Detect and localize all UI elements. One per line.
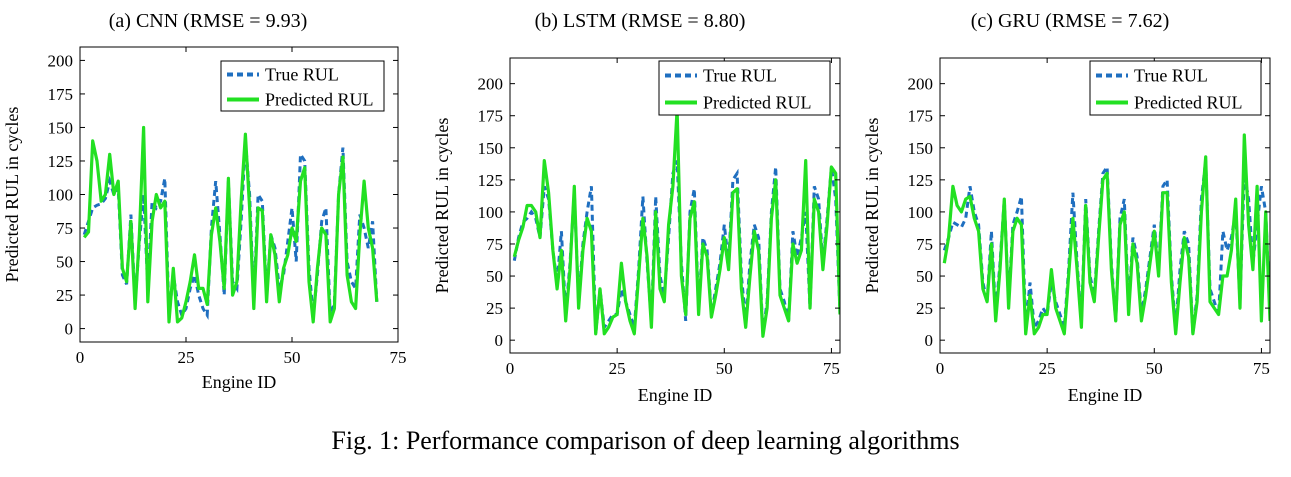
legend: True RUL Predicted RUL	[658, 60, 831, 116]
y-tick-label: 50	[916, 267, 933, 286]
legend-predicted-label: Predicted RUL	[703, 93, 811, 113]
legend-box	[220, 60, 385, 112]
x-tick-label: 25	[1039, 359, 1056, 378]
x-tick-label: 0	[506, 359, 515, 378]
y-tick-label: 125	[48, 152, 74, 171]
figure-caption: Fig. 1: Performance comparison of deep l…	[331, 426, 960, 455]
y-tick-label: 200	[478, 75, 504, 94]
y-axis-label: Predicted RUL in cycles	[2, 107, 22, 283]
y-tick-label: 50	[56, 253, 73, 272]
x-tick-label: 0	[936, 359, 945, 378]
legend: True RUL Predicted RUL	[1089, 60, 1262, 116]
x-tick-label: 0	[76, 348, 85, 367]
chart-title: (a) CNN (RMSE = 9.93)	[109, 10, 308, 32]
plot-frame	[939, 57, 1271, 354]
y-tick-label: 200	[908, 75, 934, 94]
chart-panel-1: (a) CNN (RMSE = 9.93) 0 25 50 75 100 125 150 175…	[2, 10, 407, 392]
x-tick-label: 50	[284, 348, 301, 367]
predicted-rul-line	[942, 133, 1270, 336]
y-tick-label: 25	[56, 286, 73, 305]
x-axis-label: Engine ID	[638, 385, 712, 405]
y-tick-label: 125	[478, 171, 504, 190]
y-tick-label: 200	[48, 51, 74, 70]
y-tick-label: 175	[908, 107, 934, 126]
y-tick-label: 25	[486, 299, 503, 318]
x-tick-label: 25	[178, 348, 195, 367]
y-tick-label: 25	[916, 299, 933, 318]
y-tick-label: 150	[908, 139, 934, 158]
y-axis-label: Predicted RUL in cycles	[862, 118, 882, 294]
y-tick-label: 100	[478, 203, 504, 222]
x-tick-label: 75	[823, 359, 840, 378]
y-tick-label: 175	[48, 85, 74, 104]
chart-panel-2: (b) LSTM (RMSE = 8.80) 0 25 50 75 100 125 150 17…	[432, 10, 841, 405]
legend-predicted-label: Predicted RUL	[265, 90, 373, 110]
y-tick-label: 100	[908, 203, 934, 222]
y-tick-label: 0	[65, 320, 74, 339]
y-tick-label: 0	[925, 331, 934, 350]
charts-canvas: (a) CNN (RMSE = 9.93) 0 25 50 75 100 125 150 175…	[2, 10, 1271, 405]
legend-true-label: True RUL	[265, 65, 339, 85]
legend-box	[1089, 60, 1262, 116]
chart-title: (b) LSTM (RMSE = 8.80)	[535, 10, 746, 32]
x-tick-label: 25	[609, 359, 626, 378]
x-tick-label: 75	[1253, 359, 1270, 378]
y-tick-label: 175	[478, 107, 504, 126]
y-axis-label: Predicted RUL in cycles	[432, 118, 452, 294]
y-tick-label: 75	[486, 235, 503, 254]
chart-panel-3: (c) GRU (RMSE = 7.62) 0 25 50 75 100 125 150 175…	[862, 10, 1271, 405]
x-axis-label: Engine ID	[202, 372, 276, 392]
y-tick-label: 0	[495, 331, 504, 350]
y-tick-label: 150	[478, 139, 504, 158]
legend-box	[658, 60, 831, 116]
y-tick-label: 75	[56, 219, 73, 238]
legend-predicted-label: Predicted RUL	[1134, 93, 1242, 113]
y-tick-label: 75	[916, 235, 933, 254]
predicted-rul-line	[82, 125, 379, 324]
y-tick-label: 150	[48, 118, 74, 137]
x-axis-label: Engine ID	[1068, 385, 1142, 405]
chart-title: (c) GRU (RMSE = 7.62)	[971, 10, 1170, 32]
y-tick-label: 125	[908, 171, 934, 190]
plot-frame	[509, 57, 841, 354]
legend: True RUL Predicted RUL	[220, 60, 385, 112]
x-tick-label: 50	[716, 359, 733, 378]
legend-true-label: True RUL	[1134, 66, 1208, 86]
x-tick-label: 75	[390, 348, 407, 367]
y-tick-label: 50	[486, 267, 503, 286]
predicted-rul-line	[512, 107, 840, 338]
legend-true-label: True RUL	[703, 66, 777, 86]
x-tick-label: 50	[1146, 359, 1163, 378]
y-tick-label: 100	[48, 186, 74, 205]
